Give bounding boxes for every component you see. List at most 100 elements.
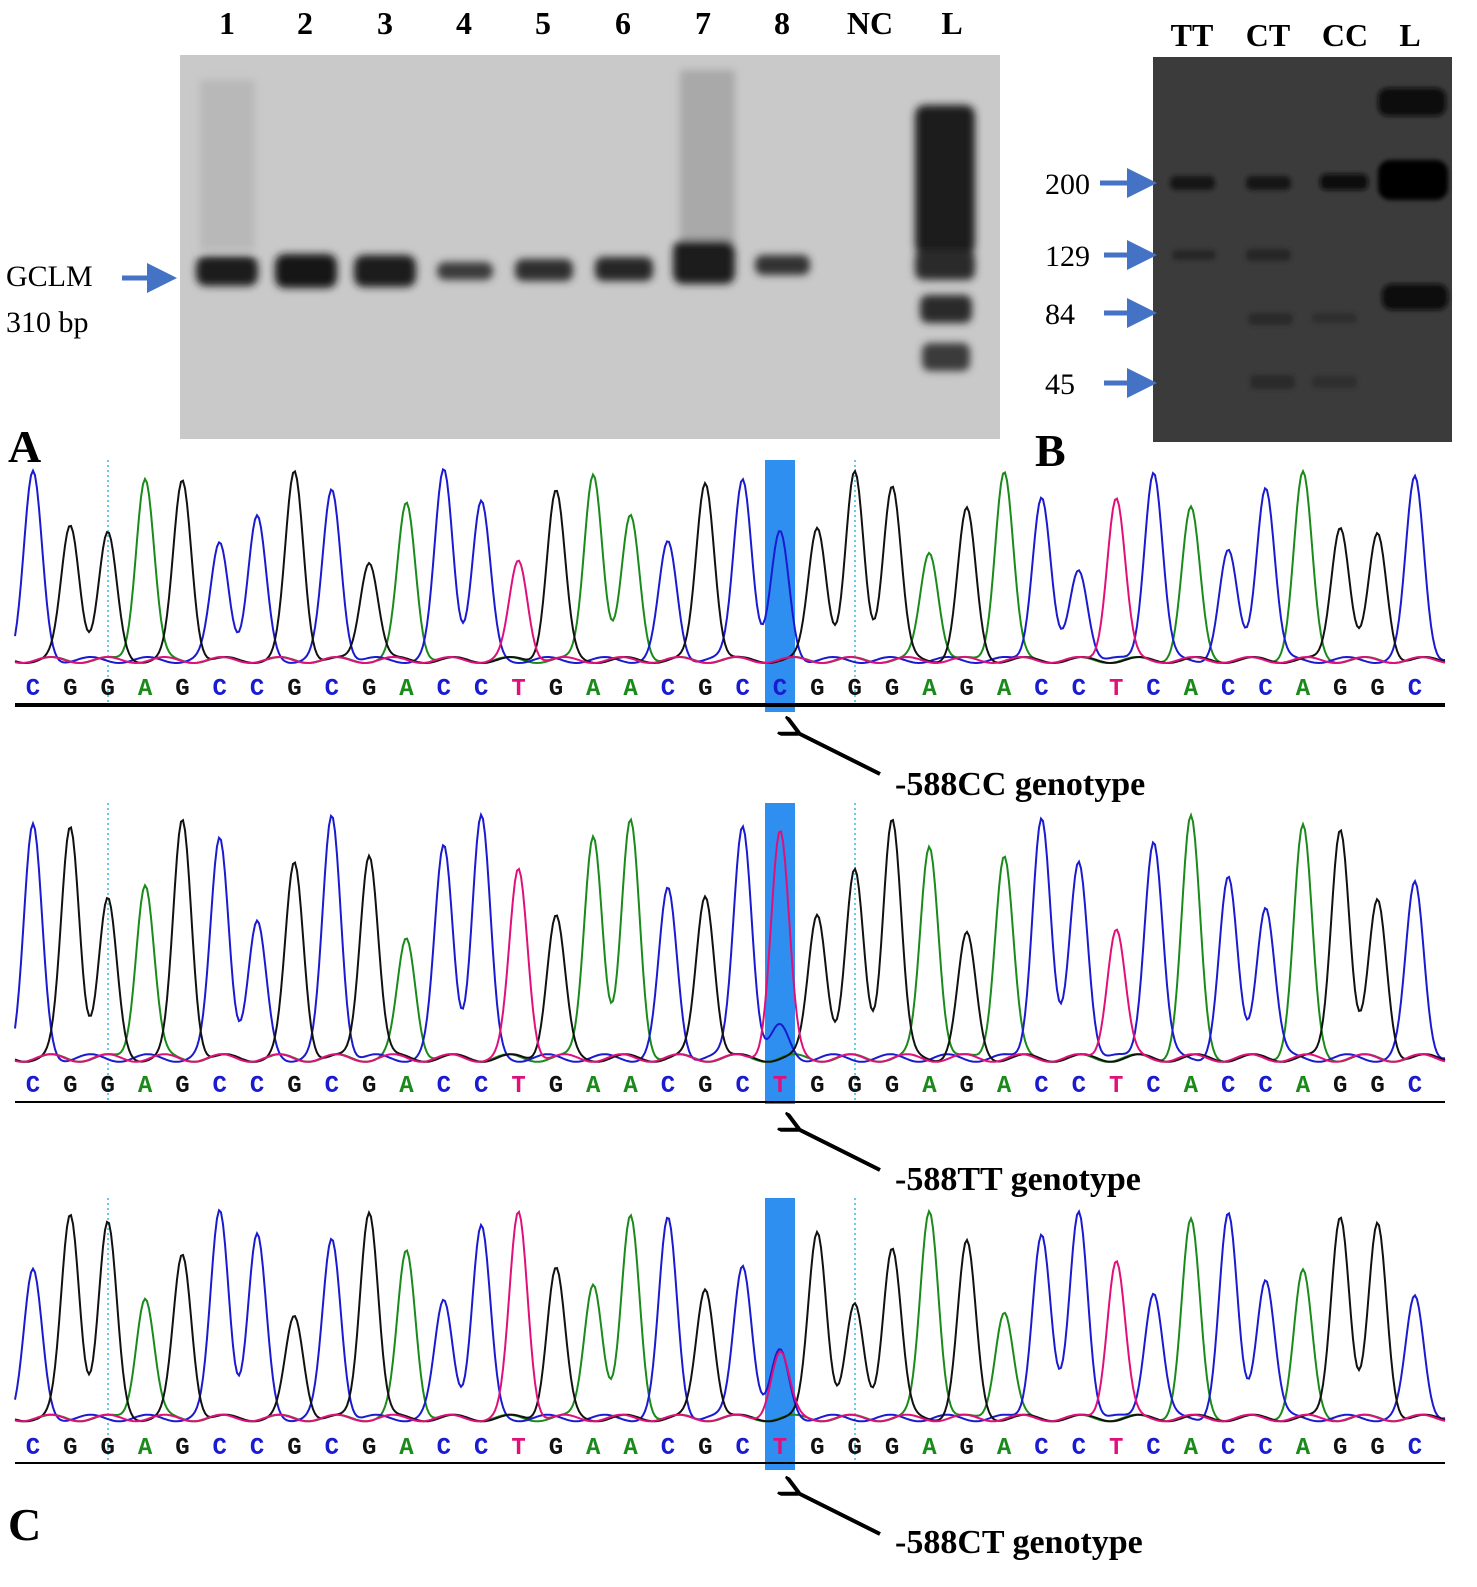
size-label: 45 <box>1045 368 1075 401</box>
base: G <box>100 676 114 703</box>
gel-a-bands <box>196 70 975 371</box>
base: C <box>1221 1073 1235 1100</box>
base: G <box>100 1073 114 1100</box>
base: C <box>661 1435 675 1462</box>
base: G <box>847 1435 861 1462</box>
base: C <box>735 1073 749 1100</box>
base: A <box>997 1073 1012 1100</box>
trace <box>14 811 1446 1063</box>
base: G <box>1370 676 1384 703</box>
trace <box>14 497 1446 665</box>
base: A <box>922 676 937 703</box>
base: C <box>437 1073 451 1100</box>
base: G <box>287 1435 301 1462</box>
base: A <box>586 1073 601 1100</box>
base: C <box>26 1435 40 1462</box>
base: G <box>885 676 899 703</box>
base: A <box>399 1073 414 1100</box>
base: C <box>250 1435 264 1462</box>
lane-label: NC <box>847 5 893 41</box>
trace <box>14 829 1446 1063</box>
band-label: GCLM <box>6 260 93 293</box>
base: G <box>100 1435 114 1462</box>
base: A <box>399 1435 414 1462</box>
trace <box>14 468 1446 665</box>
base: C <box>325 676 339 703</box>
base: A <box>623 1435 638 1462</box>
lane-label: CT <box>1246 17 1290 53</box>
base: T <box>511 676 525 703</box>
base: C <box>1034 1435 1048 1462</box>
base: G <box>549 1073 563 1100</box>
lane-label: 4 <box>456 5 472 41</box>
base: G <box>960 1073 974 1100</box>
base: C <box>1258 1435 1272 1462</box>
base: G <box>175 1435 189 1462</box>
base: G <box>1333 676 1347 703</box>
base: C <box>1221 676 1235 703</box>
base: C <box>661 1073 675 1100</box>
size-label: 129 <box>1045 240 1090 273</box>
lane-label: L <box>1399 17 1420 53</box>
base: C <box>1072 1073 1086 1100</box>
base: C <box>325 1435 339 1462</box>
base: T <box>1109 1073 1123 1100</box>
base: A <box>1296 676 1311 703</box>
base: C <box>213 1435 227 1462</box>
base: C <box>26 676 40 703</box>
panel-label: A <box>8 421 41 472</box>
lane-label: 5 <box>535 5 551 41</box>
gel-b-bands <box>1170 88 1448 389</box>
base: G <box>885 1435 899 1462</box>
base: C <box>773 676 787 703</box>
base: C <box>437 1435 451 1462</box>
trace <box>14 1209 1446 1423</box>
base: A <box>1296 1073 1311 1100</box>
trace <box>14 1209 1446 1423</box>
base: C <box>735 1435 749 1462</box>
base: G <box>810 676 824 703</box>
trace <box>14 467 1446 665</box>
base: A <box>997 676 1012 703</box>
base: C <box>1408 1435 1422 1462</box>
base: T <box>773 1435 787 1462</box>
base: G <box>960 676 974 703</box>
panel-label: B <box>1035 425 1066 476</box>
base: A <box>138 1073 153 1100</box>
base: C <box>1408 676 1422 703</box>
base: T <box>511 1435 525 1462</box>
base: C <box>1034 676 1048 703</box>
lane-label: L <box>941 5 962 41</box>
base: A <box>586 676 601 703</box>
base: G <box>63 1073 77 1100</box>
genotype-label: -588CT genotype <box>895 1524 1143 1561</box>
base: T <box>1109 676 1123 703</box>
base: C <box>1072 676 1086 703</box>
base: G <box>810 1073 824 1100</box>
base: G <box>549 676 563 703</box>
base: C <box>1072 1435 1086 1462</box>
base: G <box>847 1073 861 1100</box>
base: C <box>1034 1073 1048 1100</box>
base: G <box>885 1073 899 1100</box>
base: A <box>922 1073 937 1100</box>
base: T <box>511 1073 525 1100</box>
base: G <box>698 1435 712 1462</box>
base: A <box>997 1435 1012 1462</box>
base: C <box>1146 1435 1160 1462</box>
base: G <box>287 1073 301 1100</box>
base: T <box>1109 1435 1123 1462</box>
base: C <box>1408 1073 1422 1100</box>
base: G <box>1333 1073 1347 1100</box>
base: C <box>474 1435 488 1462</box>
base: C <box>250 1073 264 1100</box>
base: C <box>26 1073 40 1100</box>
base: C <box>1221 1435 1235 1462</box>
band-size: 310 bp <box>6 306 89 339</box>
lane-label: 8 <box>774 5 790 41</box>
lane-label: TT <box>1171 17 1214 53</box>
base: G <box>287 676 301 703</box>
lane-label: 6 <box>615 5 631 41</box>
base: G <box>175 676 189 703</box>
